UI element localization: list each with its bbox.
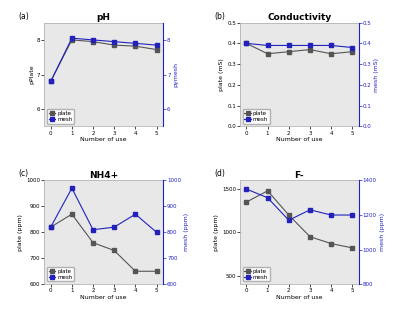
Text: (a): (a) [18,12,29,21]
plate [48,79,53,83]
Line: mesh: mesh [245,42,354,49]
mesh [350,213,355,217]
plate [329,242,334,245]
plate [350,50,355,54]
mesh [244,41,249,45]
mesh [329,44,334,47]
Legend: plate, mesh: plate, mesh [243,267,270,281]
Legend: plate, mesh: plate, mesh [47,267,74,281]
mesh [69,186,74,190]
mesh [287,218,291,222]
X-axis label: Number of use: Number of use [276,137,323,142]
plate [133,44,138,48]
plate [287,213,291,217]
Line: plate: plate [245,42,354,56]
Line: plate: plate [49,213,158,273]
plate [265,189,270,193]
Title: NH4+: NH4+ [89,171,118,180]
plate [265,52,270,56]
mesh [133,41,138,45]
mesh [244,187,249,191]
Title: F-: F- [295,171,304,180]
plate [112,249,116,253]
mesh [48,225,53,229]
plate [91,40,96,44]
Y-axis label: plate (ppm): plate (ppm) [214,214,219,251]
Legend: plate, mesh: plate, mesh [47,109,74,124]
plate [350,246,355,250]
mesh [112,225,116,229]
plate [69,212,74,216]
Line: mesh: mesh [245,187,354,222]
Line: mesh: mesh [49,36,158,83]
plate [133,269,138,273]
mesh [350,46,355,49]
mesh [154,43,159,47]
Line: plate: plate [49,38,158,83]
plate [112,43,116,47]
mesh [69,36,74,40]
mesh [48,79,53,83]
Text: (b): (b) [214,12,225,21]
mesh [287,44,291,47]
plate [91,241,96,245]
plate [244,200,249,204]
mesh [112,40,116,44]
mesh [265,196,270,200]
X-axis label: Number of use: Number of use [80,137,127,142]
Y-axis label: plate (ppm): plate (ppm) [19,214,23,251]
plate [48,225,53,229]
X-axis label: Number of use: Number of use [276,295,323,300]
Y-axis label: pPlate: pPlate [29,65,34,84]
plate [307,235,312,239]
plate [287,50,291,54]
plate [244,41,249,45]
plate [307,48,312,52]
Y-axis label: mesh (ppm): mesh (ppm) [380,213,384,251]
plate [154,48,159,52]
mesh [307,208,312,212]
Title: pH: pH [97,13,111,22]
Text: (d): (d) [214,169,225,178]
Y-axis label: mesh (ppm): mesh (ppm) [184,213,189,251]
plate [329,52,334,56]
mesh [329,213,334,217]
mesh [265,44,270,47]
Text: (c): (c) [18,169,28,178]
Y-axis label: pymesh: pymesh [173,62,179,87]
mesh [91,38,96,42]
plate [69,38,74,42]
plate [154,269,159,273]
X-axis label: Number of use: Number of use [80,295,127,300]
Y-axis label: plate (mS): plate (mS) [219,58,224,91]
Line: mesh: mesh [49,186,158,234]
Title: Conductivity: Conductivity [267,13,332,22]
Y-axis label: mesh (mS): mesh (mS) [374,57,379,91]
mesh [307,44,312,47]
mesh [91,228,96,232]
mesh [133,212,138,216]
Line: plate: plate [245,189,354,250]
mesh [154,230,159,234]
Legend: plate, mesh: plate, mesh [243,109,270,124]
